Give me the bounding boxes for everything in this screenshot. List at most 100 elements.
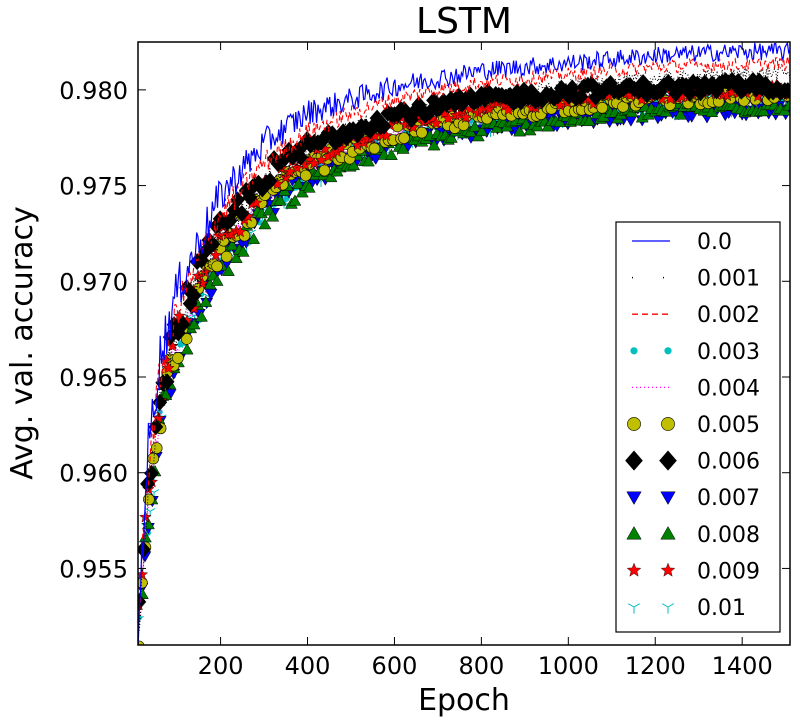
legend-box [615, 221, 781, 633]
series-marker [347, 158, 361, 171]
series-marker [299, 169, 312, 182]
series-marker [307, 156, 321, 169]
series-marker [661, 417, 675, 431]
series-marker [196, 277, 209, 289]
series-marker [628, 603, 640, 614]
series-marker [757, 104, 770, 117]
legend-label: 0.003 [697, 340, 760, 365]
legend-label: 0.008 [697, 523, 760, 548]
y-tick-label: 0.960 [59, 460, 128, 488]
series-marker [162, 361, 175, 374]
x-tick-label: 600 [372, 652, 418, 680]
series-marker [429, 116, 443, 129]
series-marker [229, 251, 243, 263]
series-line [138, 56, 790, 627]
series-marker [279, 171, 293, 183]
series-marker [236, 245, 250, 257]
series-0.001 [138, 65, 790, 631]
series-line [138, 65, 790, 631]
legend-item: 0.01 [628, 596, 746, 621]
series-marker [150, 442, 163, 454]
series-marker [444, 131, 458, 143]
x-axis-label: Epoch [418, 683, 510, 718]
series-marker [324, 170, 338, 183]
series-marker [660, 562, 676, 577]
series-layer [138, 42, 790, 645]
series-marker [427, 139, 441, 151]
x-axis: 200 400 600 800 1000 1200 1400 [198, 42, 773, 680]
y-axis: 0.955 0.960 0.965 0.970 0.975 0.980 [59, 77, 790, 583]
plot-frame [137, 41, 791, 646]
series-marker [180, 333, 193, 345]
legend-label: 0.0 [697, 230, 732, 255]
series-marker [318, 164, 331, 177]
series-marker [191, 269, 205, 282]
legend-item: 0.008 [626, 523, 760, 548]
x-tick-label: 200 [198, 652, 244, 680]
series-marker [266, 210, 280, 222]
series-marker [626, 526, 642, 540]
legend-item: 0.001 [632, 267, 760, 292]
y-axis-label: Avg. val. accuracy [5, 206, 40, 480]
legend-item: 0.009 [626, 559, 760, 584]
series-marker [664, 347, 672, 355]
series-marker [368, 142, 381, 155]
series-marker [211, 260, 223, 273]
series-marker [674, 108, 687, 120]
series-marker [220, 250, 233, 263]
series-marker [233, 225, 247, 238]
series-marker [442, 111, 455, 124]
series-marker [210, 274, 224, 286]
series-0.0 [138, 42, 790, 645]
legend-item: 0.002 [632, 303, 760, 328]
legend-label: 0.01 [697, 596, 746, 621]
series-marker [384, 148, 398, 160]
series-0.006 [138, 72, 790, 611]
series-marker [291, 177, 305, 189]
y-tick-label: 0.965 [59, 364, 128, 392]
series-marker [247, 232, 261, 244]
series-marker [630, 347, 638, 355]
y-tick-label: 0.955 [59, 555, 128, 583]
series-marker [625, 450, 643, 471]
legend-label: 0.009 [697, 559, 760, 584]
legend-label: 0.001 [697, 267, 760, 292]
series-marker [406, 120, 420, 133]
series-marker [416, 126, 428, 139]
series-marker [627, 417, 641, 431]
series-marker [468, 120, 482, 132]
legend-item: 0.003 [630, 340, 760, 365]
y-tick-label: 0.970 [59, 268, 128, 296]
series-marker [780, 82, 790, 99]
x-tick-label: 1200 [625, 652, 686, 680]
legend: 0.0 0.001 0.002 0.003 0.004 0.005 0.006 0.007 0.… [615, 221, 781, 633]
legend-label: 0.002 [697, 303, 760, 328]
series-marker [293, 148, 308, 166]
legend-item: 0.007 [626, 486, 760, 511]
series-marker [582, 114, 596, 127]
series-marker [147, 452, 160, 465]
legend-item: 0.006 [625, 450, 760, 475]
series-marker [288, 194, 302, 206]
chart-title: LSTM [416, 1, 512, 42]
series-marker [221, 264, 235, 276]
x-tick-label: 800 [458, 652, 504, 680]
series-marker [660, 491, 676, 505]
series-marker [199, 295, 213, 307]
series-marker [258, 217, 272, 230]
series-marker [626, 562, 642, 577]
series-marker [187, 318, 201, 330]
x-tick-label: 1000 [538, 652, 599, 680]
series-marker [376, 117, 392, 135]
series-marker [142, 517, 155, 530]
x-tick-label: 400 [285, 652, 331, 680]
legend-label: 0.005 [697, 413, 760, 438]
series-marker [302, 181, 316, 193]
y-tick-label: 0.975 [59, 173, 128, 201]
series-marker [782, 99, 790, 111]
series-marker [209, 248, 223, 261]
x-tick-label: 1400 [712, 652, 773, 680]
series-marker [180, 343, 194, 355]
series-marker [662, 603, 674, 614]
